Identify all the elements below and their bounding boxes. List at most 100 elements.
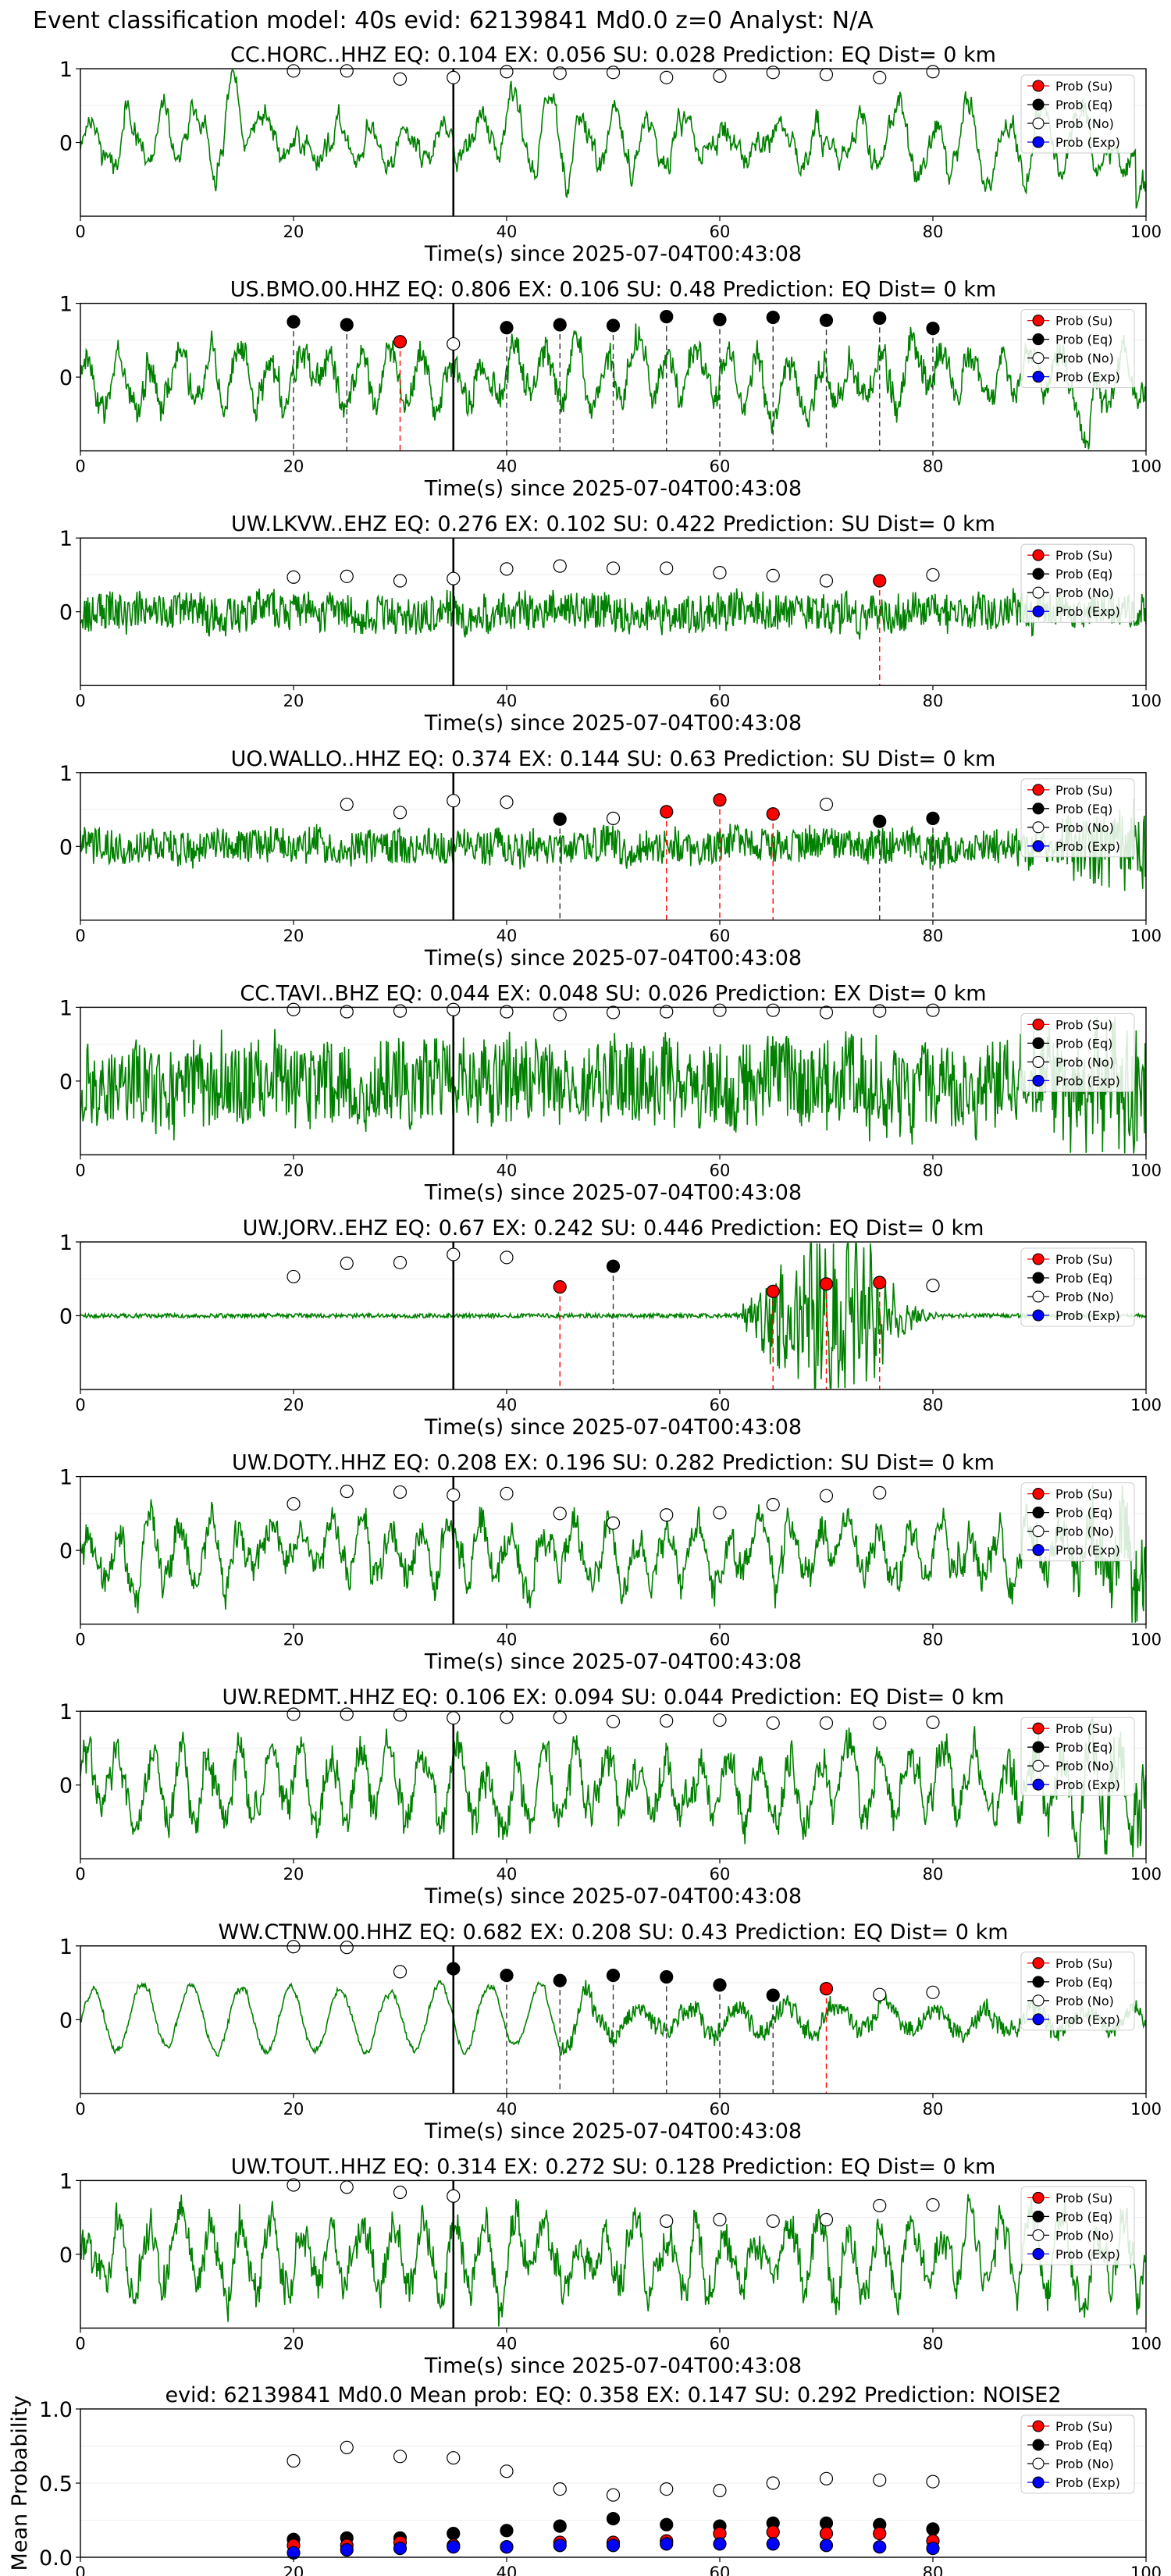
x-tick-label: 0 — [75, 222, 85, 241]
legend-marker-no — [1032, 2229, 1045, 2241]
prob-marker-no — [447, 2189, 461, 2203]
legend-marker-su — [1032, 1488, 1045, 1500]
legend-marker-exp — [1032, 1778, 1045, 1791]
x-tick-label: 0 — [75, 2564, 85, 2576]
x-tick-label: 0 — [75, 2334, 85, 2353]
prob-marker-eq — [926, 322, 940, 336]
y-tick-label: 0 — [59, 1305, 73, 1329]
prob-marker-no — [606, 66, 621, 80]
station-panel: UW.LKVW..EHZ EQ: 0.276 EX: 0.102 SU: 0.4… — [59, 512, 1162, 735]
prob-marker-no — [447, 70, 461, 84]
legend-label-eq: Prob (Eq) — [1055, 802, 1112, 817]
prob-marker-no — [873, 2198, 887, 2213]
legend-marker-su — [1032, 784, 1045, 796]
prob-marker-no — [926, 2197, 940, 2212]
legend-label-su: Prob (Su) — [1055, 548, 1112, 563]
prob-marker-no — [287, 570, 301, 584]
y-tick-label: 0 — [59, 132, 73, 156]
legend-label-su: Prob (Su) — [1055, 1487, 1112, 1502]
legend-marker-exp — [1032, 1544, 1045, 1557]
mean-marker-no — [340, 2440, 354, 2454]
x-tick-label: 80 — [923, 457, 944, 476]
mean-marker-eq — [926, 2522, 940, 2536]
x-axis-label: Time(s) since 2025-07-04T00:43:08 — [424, 946, 802, 970]
mean-marker-no — [766, 2476, 780, 2490]
mean-marker-exp — [819, 2539, 834, 2553]
mean-marker-no — [393, 2450, 408, 2464]
prob-marker-no — [393, 72, 408, 86]
y-tick-label: 0 — [59, 601, 73, 625]
y-tick-label: 1.0 — [39, 2398, 73, 2422]
y-tick-label: 1 — [59, 1231, 73, 1255]
legend-label-no: Prob (No) — [1055, 2228, 1114, 2243]
x-tick-label: 40 — [497, 2100, 518, 2119]
x-tick-label: 80 — [923, 1396, 944, 1414]
prob-marker-eq — [500, 1969, 514, 1983]
prob-marker-no — [553, 1008, 567, 1022]
prob-marker-no — [393, 2185, 408, 2200]
y-tick-label: 0 — [59, 1774, 73, 1799]
legend-marker-no — [1032, 1994, 1045, 2007]
x-tick-label: 60 — [710, 1631, 731, 1649]
prob-marker-su — [819, 1277, 834, 1291]
y-tick-label: 1 — [59, 996, 73, 1020]
y-tick-label: 1 — [59, 1466, 73, 1490]
axes-frame — [80, 2408, 1147, 2558]
legend-marker-eq — [1032, 1037, 1045, 1049]
legend-marker-exp — [1032, 2476, 1045, 2489]
x-axis-label: Time(s) since 2025-07-04T00:43:08 — [424, 2354, 802, 2378]
legend-marker-exp — [1032, 1074, 1045, 1087]
legend-marker-su — [1032, 2191, 1045, 2204]
prob-marker-no — [819, 797, 834, 812]
x-tick-label: 40 — [497, 2334, 518, 2353]
legend-label-eq: Prob (Eq) — [1055, 98, 1112, 112]
station-panel: CC.TAVI..BHZ EQ: 0.044 EX: 0.048 SU: 0.0… — [59, 981, 1162, 1204]
legend-marker-eq — [1032, 1272, 1045, 1284]
mean-marker-no — [500, 2464, 514, 2478]
legend-label-no: Prob (No) — [1055, 585, 1114, 600]
y-tick-label: 0 — [59, 835, 73, 859]
prob-marker-no — [873, 70, 887, 84]
panel-title: UW.JORV..EHZ EQ: 0.67 EX: 0.242 SU: 0.44… — [243, 1216, 984, 1240]
legend-marker-no — [1032, 2457, 1045, 2470]
legend-label-su: Prob (Su) — [1055, 1017, 1112, 1032]
legend-marker-su — [1032, 549, 1045, 561]
x-tick-label: 60 — [710, 1865, 731, 1884]
prob-marker-eq — [713, 1978, 727, 1992]
mean-marker-no — [553, 2482, 567, 2496]
legend-label-su: Prob (Su) — [1055, 2190, 1112, 2205]
x-tick-label: 0 — [75, 1161, 85, 1179]
legend-box — [1020, 1247, 1135, 1327]
legend-label-su: Prob (Su) — [1055, 1956, 1112, 1971]
legend-label-exp: Prob (Exp) — [1055, 604, 1120, 619]
x-tick-label: 40 — [497, 457, 518, 476]
y-tick-label: 1 — [59, 1935, 73, 1959]
x-tick-label: 60 — [710, 457, 731, 476]
prob-marker-no — [340, 1941, 354, 1955]
x-tick-label: 60 — [710, 1161, 731, 1179]
prob-marker-no — [713, 2212, 727, 2227]
x-tick-label: 40 — [497, 1161, 518, 1179]
prob-marker-no — [340, 1256, 354, 1271]
legend-box — [1020, 74, 1135, 154]
waveform-trace — [80, 2194, 1146, 2327]
prob-marker-no — [766, 1003, 780, 1017]
prob-marker-no — [500, 65, 514, 79]
mean-marker-exp — [713, 2537, 727, 2551]
y-tick-label: 0.5 — [39, 2472, 73, 2496]
panel-title: CC.TAVI..BHZ EQ: 0.044 EX: 0.048 SU: 0.0… — [240, 981, 986, 1005]
prob-marker-no — [926, 1985, 940, 1999]
prob-marker-no — [287, 1940, 301, 1954]
prob-marker-no — [819, 574, 834, 588]
prob-marker-su — [393, 335, 408, 349]
prob-marker-no — [447, 1488, 461, 1502]
prob-marker-no — [500, 1710, 514, 1724]
mean-marker-no — [873, 2473, 887, 2487]
prob-marker-eq — [766, 310, 780, 325]
waveform-trace — [80, 69, 1146, 209]
prob-marker-no — [660, 561, 674, 575]
prob-marker-eq — [340, 318, 354, 332]
legend-marker-su — [1032, 1018, 1045, 1030]
legend-marker-no — [1032, 1525, 1045, 1538]
prob-marker-eq — [553, 318, 567, 332]
